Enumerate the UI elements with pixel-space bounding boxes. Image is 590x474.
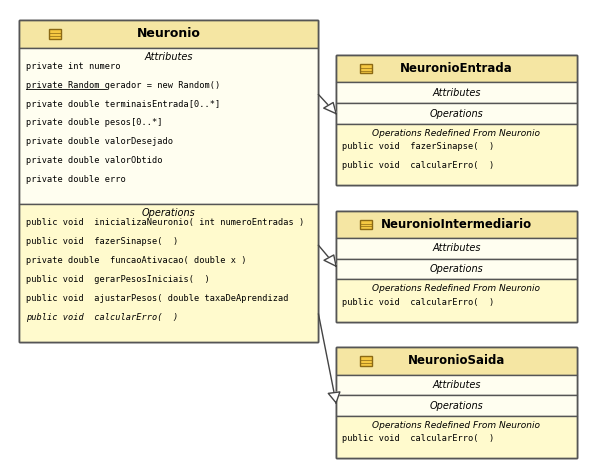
Text: private double  funcaoAtivacao( double x ): private double funcaoAtivacao( double x …: [26, 256, 247, 265]
Bar: [19, 204, 319, 342]
Bar: [336, 55, 577, 82]
Text: NeuronioIntermediario: NeuronioIntermediario: [381, 218, 532, 231]
Text: Operations Redefined From Neuronio: Operations Redefined From Neuronio: [372, 284, 540, 293]
Bar: [336, 395, 577, 416]
Bar: [336, 279, 577, 322]
Text: public void  calcularErro(  ): public void calcularErro( ): [342, 434, 494, 443]
Text: public void  calcularErro(  ): public void calcularErro( ): [26, 313, 178, 321]
Bar: [336, 238, 577, 259]
Text: public void  gerarPesosIniciais(  ): public void gerarPesosIniciais( ): [26, 275, 210, 284]
Text: Operations: Operations: [430, 401, 483, 410]
Polygon shape: [328, 392, 340, 403]
Text: public void  fazerSinapse(  ): public void fazerSinapse( ): [26, 237, 178, 246]
Text: Attributes: Attributes: [432, 380, 481, 390]
Bar: [336, 374, 577, 395]
Text: private double terminaisEntrada[0..*]: private double terminaisEntrada[0..*]: [26, 100, 220, 109]
Text: Attributes: Attributes: [145, 52, 193, 62]
Text: public void  fazerSinapse(  ): public void fazerSinapse( ): [342, 142, 494, 151]
Text: Operations: Operations: [142, 209, 196, 219]
Text: Operations: Operations: [430, 264, 483, 274]
Text: Operations Redefined From Neuronio: Operations Redefined From Neuronio: [372, 421, 540, 430]
Text: Neuronio: Neuronio: [137, 27, 201, 40]
Text: NeuronioEntrada: NeuronioEntrada: [400, 62, 513, 75]
Text: private Random gerador = new Random(): private Random gerador = new Random(): [26, 81, 220, 90]
Text: private double erro: private double erro: [26, 175, 126, 184]
Bar: [336, 347, 577, 458]
Text: private double valorObtido: private double valorObtido: [26, 156, 163, 165]
Bar: [336, 210, 577, 322]
Bar: [360, 219, 372, 229]
Bar: [360, 64, 372, 73]
Text: private int numero: private int numero: [26, 62, 120, 71]
Polygon shape: [324, 255, 336, 266]
Polygon shape: [324, 102, 336, 114]
Bar: [336, 210, 577, 238]
Bar: [336, 210, 577, 322]
Bar: [19, 20, 319, 47]
Text: Attributes: Attributes: [432, 88, 481, 98]
Bar: [336, 347, 577, 458]
Bar: [336, 55, 577, 185]
Bar: [336, 259, 577, 279]
Text: Attributes: Attributes: [432, 243, 481, 253]
Text: public void  inicializaNeuronio( int numeroEntradas ): public void inicializaNeuronio( int nume…: [26, 219, 304, 228]
Bar: [336, 124, 577, 185]
Bar: [360, 356, 372, 365]
Text: public void  ajustarPesos( double taxaDeAprendizad: public void ajustarPesos( double taxaDeA…: [26, 294, 289, 303]
Bar: [19, 20, 319, 342]
Bar: [336, 416, 577, 458]
Text: Operations Redefined From Neuronio: Operations Redefined From Neuronio: [372, 129, 540, 138]
Text: Operations: Operations: [430, 109, 483, 118]
Text: public void  calcularErro(  ): public void calcularErro( ): [342, 161, 494, 170]
Bar: [19, 47, 319, 204]
Text: NeuronioSaida: NeuronioSaida: [408, 355, 505, 367]
Bar: [336, 82, 577, 103]
Text: private double pesos[0..*]: private double pesos[0..*]: [26, 118, 163, 128]
Text: public void  calcularErro(  ): public void calcularErro( ): [342, 298, 494, 307]
Bar: [336, 55, 577, 185]
Bar: [336, 347, 577, 374]
Text: private double valorDesejado: private double valorDesejado: [26, 137, 173, 146]
Bar: [19, 20, 319, 342]
Bar: [336, 103, 577, 124]
Bar: [49, 29, 61, 38]
